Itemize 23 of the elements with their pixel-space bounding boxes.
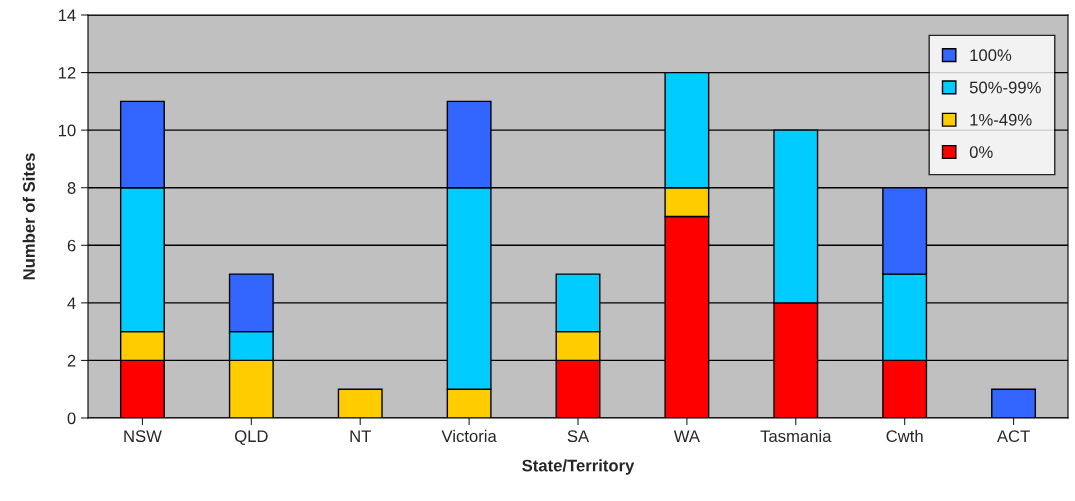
x-tick-label: NT <box>350 430 371 442</box>
y-tick-label: 2 <box>67 354 76 367</box>
y-tick-label: 12 <box>58 66 76 79</box>
x-tick-label: WA <box>673 430 700 442</box>
legend-label: 100% <box>970 49 1012 62</box>
y-tick-label: 6 <box>67 239 76 252</box>
x-tick-label: NSW <box>124 430 162 443</box>
x-tick-label: ACT <box>996 430 1030 443</box>
x-tick-label: Cwth <box>886 429 923 443</box>
legend-label: 0% <box>969 146 993 158</box>
x-tick-label: SA <box>567 430 590 443</box>
y-tick-label: 14 <box>58 9 76 22</box>
legend-label: 1%-49% <box>970 113 1032 126</box>
y-tick-label: 4 <box>67 297 76 309</box>
y-axis-title: Number of Sites <box>22 153 35 280</box>
y-tick-label: 10 <box>58 124 76 137</box>
y-tick-label: 0 <box>67 412 76 425</box>
x-axis-title: State/Territory <box>522 459 635 475</box>
legend-label: 50%-99% <box>969 81 1041 94</box>
x-tick-label: Tasmania <box>760 429 832 443</box>
x-tick-label: QLD <box>234 430 268 446</box>
x-tick-label: Victoria <box>441 429 497 443</box>
y-tick-label: 8 <box>67 182 76 194</box>
